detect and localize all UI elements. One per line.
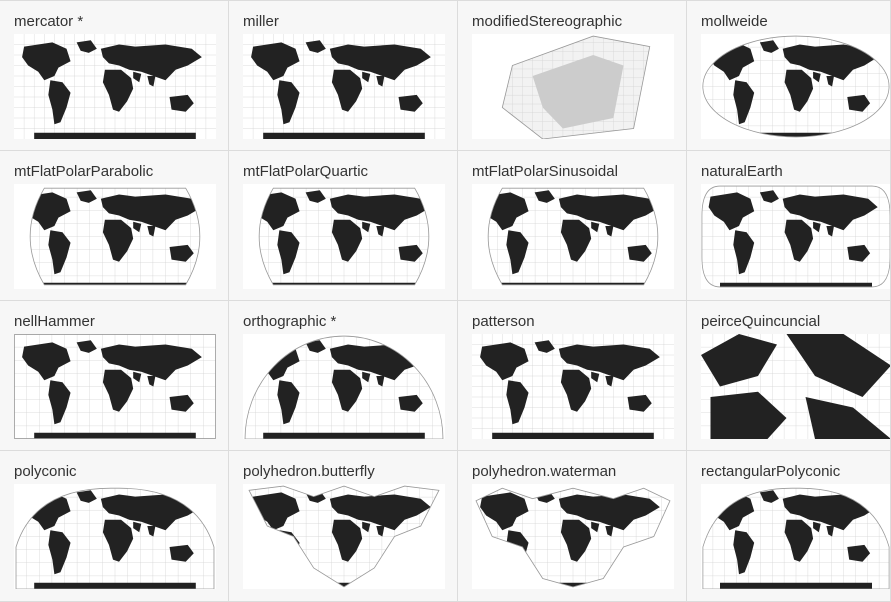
projection-name: peirceQuincuncial — [701, 313, 821, 330]
map-thumbnail[interactable] — [243, 34, 445, 139]
map-thumbnail[interactable] — [14, 34, 216, 139]
projection-name: rectangularPolyconic — [701, 463, 841, 480]
projection-tile[interactable]: patterson — [458, 301, 687, 451]
projection-name: patterson — [472, 313, 535, 330]
map-thumbnail[interactable] — [472, 184, 674, 289]
projection-name: modifiedStereographic — [472, 13, 623, 30]
projection-name: mollweide — [701, 13, 768, 30]
projection-name: mtFlatPolarQuartic — [243, 163, 369, 180]
map-thumbnail[interactable] — [14, 334, 216, 439]
projection-name: mtFlatPolarSinusoidal — [472, 163, 618, 180]
projection-tile[interactable]: polyhedron.butterfly — [229, 451, 458, 602]
projection-name: polyhedron.butterfly — [243, 463, 375, 480]
projection-name: polyhedron.waterman — [472, 463, 617, 480]
map-thumbnail[interactable] — [14, 484, 216, 589]
projection-tile[interactable]: mtFlatPolarQuartic — [229, 151, 458, 301]
projection-tile[interactable]: peirceQuincuncial — [687, 301, 891, 451]
projection-name: mtFlatPolarParabolic — [14, 163, 154, 180]
projection-name: naturalEarth — [701, 163, 783, 180]
projection-tile[interactable]: rectangularPolyconic — [687, 451, 891, 602]
projection-tile[interactable]: modifiedStereographic — [458, 1, 687, 151]
map-thumbnail[interactable] — [243, 334, 445, 439]
projection-tile[interactable]: miller — [229, 1, 458, 151]
projection-tile[interactable]: polyhedron.waterman — [458, 451, 687, 602]
projection-name: mercator * — [14, 13, 84, 30]
projection-tile[interactable]: mtFlatPolarSinusoidal — [458, 151, 687, 301]
projection-tile[interactable]: mollweide — [687, 1, 891, 151]
projection-tile[interactable]: mercator * — [0, 1, 229, 151]
map-thumbnail[interactable] — [701, 334, 890, 439]
projection-name: polyconic — [14, 463, 77, 480]
projection-tile[interactable]: nellHammer — [0, 301, 229, 451]
projection-name: miller — [243, 13, 279, 30]
map-thumbnail[interactable] — [701, 484, 890, 589]
map-thumbnail[interactable] — [472, 34, 674, 139]
map-thumbnail[interactable] — [701, 34, 890, 139]
map-thumbnail[interactable] — [14, 184, 216, 289]
map-thumbnail[interactable] — [472, 484, 674, 589]
projection-tile[interactable]: naturalEarth — [687, 151, 891, 301]
map-thumbnail[interactable] — [701, 184, 890, 289]
map-thumbnail[interactable] — [472, 334, 674, 439]
projection-tile[interactable]: polyconic — [0, 451, 229, 602]
projection-name: orthographic * — [243, 313, 337, 330]
map-thumbnail[interactable] — [243, 484, 445, 589]
projection-tile[interactable]: orthographic * — [229, 301, 458, 451]
projection-tile[interactable]: mtFlatPolarParabolic — [0, 151, 229, 301]
projection-name: nellHammer — [14, 313, 95, 330]
map-thumbnail[interactable] — [243, 184, 445, 289]
